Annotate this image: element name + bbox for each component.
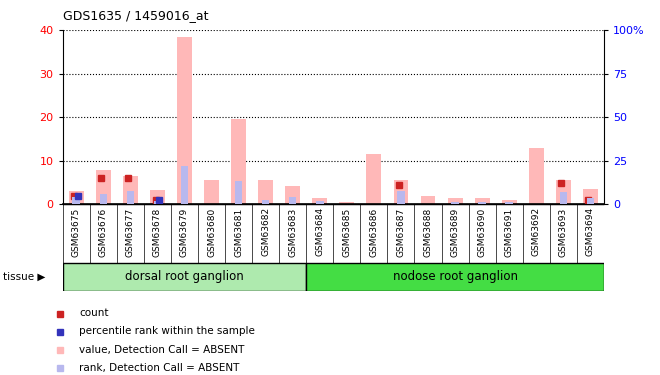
Bar [583,189,598,204]
Bar [366,154,381,204]
Bar [289,197,296,204]
Bar [397,191,405,204]
Bar [316,201,323,204]
Bar [177,36,192,204]
Text: rank, Detection Call = ABSENT: rank, Detection Call = ABSENT [79,363,240,372]
Bar [204,180,219,204]
Bar [150,190,165,204]
Bar [63,262,306,291]
Bar [339,202,354,204]
Text: nodose root ganglion: nodose root ganglion [393,270,517,283]
Bar [73,196,80,204]
Bar [556,180,571,204]
Bar [506,202,513,204]
Bar [447,198,463,204]
Bar [285,186,300,204]
Bar [69,191,84,204]
Text: GSM63675: GSM63675 [72,207,81,256]
Bar [235,181,242,204]
Text: GDS1635 / 1459016_at: GDS1635 / 1459016_at [63,9,208,22]
Text: GSM63687: GSM63687 [397,207,405,256]
Bar [258,180,273,204]
Text: GSM63686: GSM63686 [370,207,378,256]
Bar [587,198,594,204]
Bar [154,201,161,204]
Bar [127,191,134,204]
Text: GSM63684: GSM63684 [315,207,324,256]
Bar [502,200,517,204]
Text: percentile rank within the sample: percentile rank within the sample [79,327,255,336]
Text: GSM63692: GSM63692 [532,207,541,256]
Text: tissue ▶: tissue ▶ [3,272,46,282]
Bar [451,202,459,204]
Text: GSM63685: GSM63685 [343,207,351,256]
Bar [393,180,409,204]
Text: GSM63688: GSM63688 [424,207,432,256]
Bar [181,166,188,204]
Text: GSM63694: GSM63694 [586,207,595,256]
Text: GSM63689: GSM63689 [451,207,459,256]
Bar [420,196,436,204]
Text: GSM63690: GSM63690 [478,207,486,256]
Text: count: count [79,309,109,318]
Text: GSM63691: GSM63691 [505,207,513,256]
Text: GSM63680: GSM63680 [207,207,216,256]
Bar [529,148,544,204]
Text: GSM63682: GSM63682 [261,207,270,256]
Bar [96,170,111,204]
Text: GSM63679: GSM63679 [180,207,189,256]
Text: dorsal root ganglion: dorsal root ganglion [125,270,244,283]
Bar [560,192,567,204]
Bar [312,198,327,204]
Text: GSM63681: GSM63681 [234,207,243,256]
Text: GSM63693: GSM63693 [559,207,568,256]
Bar [478,202,486,204]
Bar [306,262,604,291]
Text: GSM63678: GSM63678 [153,207,162,256]
Bar [475,198,490,204]
Bar [231,119,246,204]
Bar [100,194,107,204]
Text: value, Detection Call = ABSENT: value, Detection Call = ABSENT [79,345,245,354]
Text: GSM63677: GSM63677 [126,207,135,256]
Text: GSM63676: GSM63676 [99,207,108,256]
Bar [123,176,138,204]
Text: GSM63683: GSM63683 [288,207,297,256]
Bar [262,200,269,204]
